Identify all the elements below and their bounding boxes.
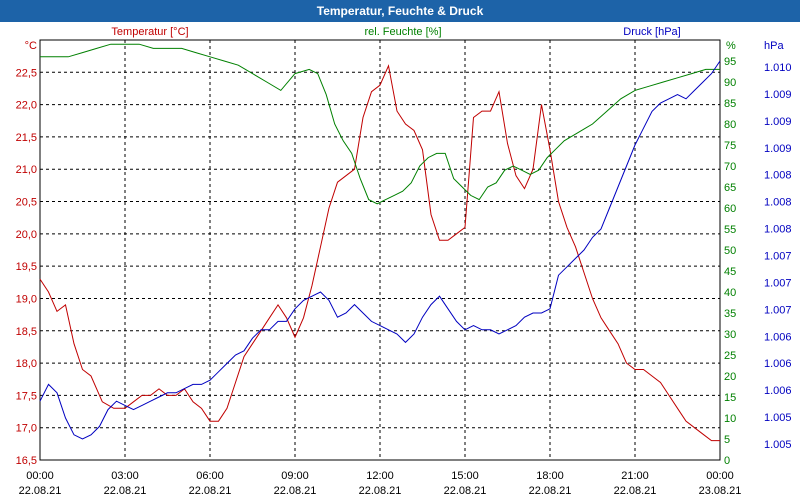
hum-axis-label: rel. Feuchte [%] [364, 26, 441, 38]
hum-tick-label: 15 [724, 392, 736, 404]
press-tick-label: 1.008 [764, 224, 792, 236]
press-tick-label: 1.006 [764, 385, 792, 397]
x-tick-time: 12:00 [366, 470, 394, 482]
press-tick-label: 1.007 [764, 277, 792, 289]
x-tick-date: 23.08.21 [699, 485, 742, 497]
x-tick-time: 00:00 [26, 470, 54, 482]
press-tick-label: 1.006 [764, 358, 792, 370]
series-temperature [39, 64, 720, 442]
axes: 00:00 22.08.21 03:00 22.08.21 06:00 22.08.21 0… [16, 26, 792, 497]
temp-tick-label: 22,5 [16, 67, 37, 79]
hum-tick-label: 25 [724, 350, 736, 362]
hum-tick-label: 40 [724, 287, 736, 299]
press-tick-label: 1.005 [764, 412, 792, 424]
hum-tick-label: 95 [724, 56, 736, 68]
hum-tick-label: 45 [724, 266, 736, 278]
hum-tick-label: 80 [724, 119, 736, 131]
x-tick-time: 03:00 [111, 470, 139, 482]
hum-tick-label: 10 [724, 413, 736, 425]
press-tick-label: 1.007 [764, 251, 792, 263]
x-tick-time: 00:00 [706, 470, 734, 482]
x-tick-date: 22.08.21 [19, 485, 62, 497]
press-tick-label: 1.005 [764, 439, 792, 451]
temp-tick-label: 22,0 [16, 100, 37, 112]
x-tick-date: 22.08.21 [614, 485, 657, 497]
press-tick-label: 1.007 [764, 304, 792, 316]
x-tick-date: 22.08.21 [359, 485, 402, 497]
series-humidity [40, 43, 720, 205]
x-tick-time: 15:00 [451, 470, 479, 482]
press-tick-label: 1.009 [764, 89, 792, 101]
hum-unit: % [726, 40, 736, 52]
temp-unit: °C [25, 40, 37, 52]
temp-axis-label: Temperatur [°C] [111, 26, 188, 38]
series-pressure [39, 60, 721, 440]
press-tick-label: 1.010 [764, 62, 792, 74]
press-tick-label: 1.008 [764, 197, 792, 209]
temp-tick-label: 21,0 [16, 164, 37, 176]
x-tick-time: 06:00 [196, 470, 224, 482]
hum-tick-label: 60 [724, 203, 736, 215]
temp-tick-label: 19,5 [16, 261, 37, 273]
hum-tick-label: 50 [724, 245, 736, 257]
hum-tick-label: 90 [724, 77, 736, 89]
x-tick-time: 21:00 [621, 470, 649, 482]
press-tick-label: 1.006 [764, 331, 792, 343]
hum-tick-label: 75 [724, 140, 736, 152]
temp-tick-label: 19,0 [16, 293, 37, 305]
window-title: Temperatur, Feuchte & Druck [0, 0, 800, 22]
press-tick-label: 1.008 [764, 170, 792, 182]
x-tick-date: 22.08.21 [274, 485, 317, 497]
press-tick-label: 1.009 [764, 143, 792, 155]
x-tick-time: 09:00 [281, 470, 309, 482]
press-axis-label: Druck [hPa] [623, 26, 680, 38]
hum-tick-label: 85 [724, 98, 736, 110]
hum-tick-label: 65 [724, 182, 736, 194]
x-tick-date: 22.08.21 [104, 485, 147, 497]
x-tick-date: 22.08.21 [444, 485, 487, 497]
x-tick-date: 22.08.21 [529, 485, 572, 497]
temp-tick-label: 16,5 [16, 455, 37, 467]
temp-tick-label: 18,5 [16, 326, 37, 338]
temp-tick-label: 20,0 [16, 229, 37, 241]
press-unit: hPa [764, 40, 784, 52]
press-tick-label: 1.009 [764, 116, 792, 128]
hum-tick-label: 35 [724, 308, 736, 320]
temp-tick-label: 18,0 [16, 358, 37, 370]
hum-tick-label: 30 [724, 329, 736, 341]
temp-tick-label: 20,5 [16, 197, 37, 209]
x-tick-time: 18:00 [536, 470, 564, 482]
hum-tick-label: 0 [724, 455, 730, 467]
hum-tick-label: 20 [724, 371, 736, 383]
series-layer [39, 43, 721, 442]
x-tick-date: 22.08.21 [189, 485, 232, 497]
grid [39, 39, 721, 461]
hum-tick-label: 70 [724, 161, 736, 173]
temp-tick-label: 17,5 [16, 390, 37, 402]
hum-tick-label: 55 [724, 224, 736, 236]
hum-tick-label: 5 [724, 434, 730, 446]
temp-tick-label: 17,0 [16, 423, 37, 435]
temp-tick-label: 21,5 [16, 132, 37, 144]
